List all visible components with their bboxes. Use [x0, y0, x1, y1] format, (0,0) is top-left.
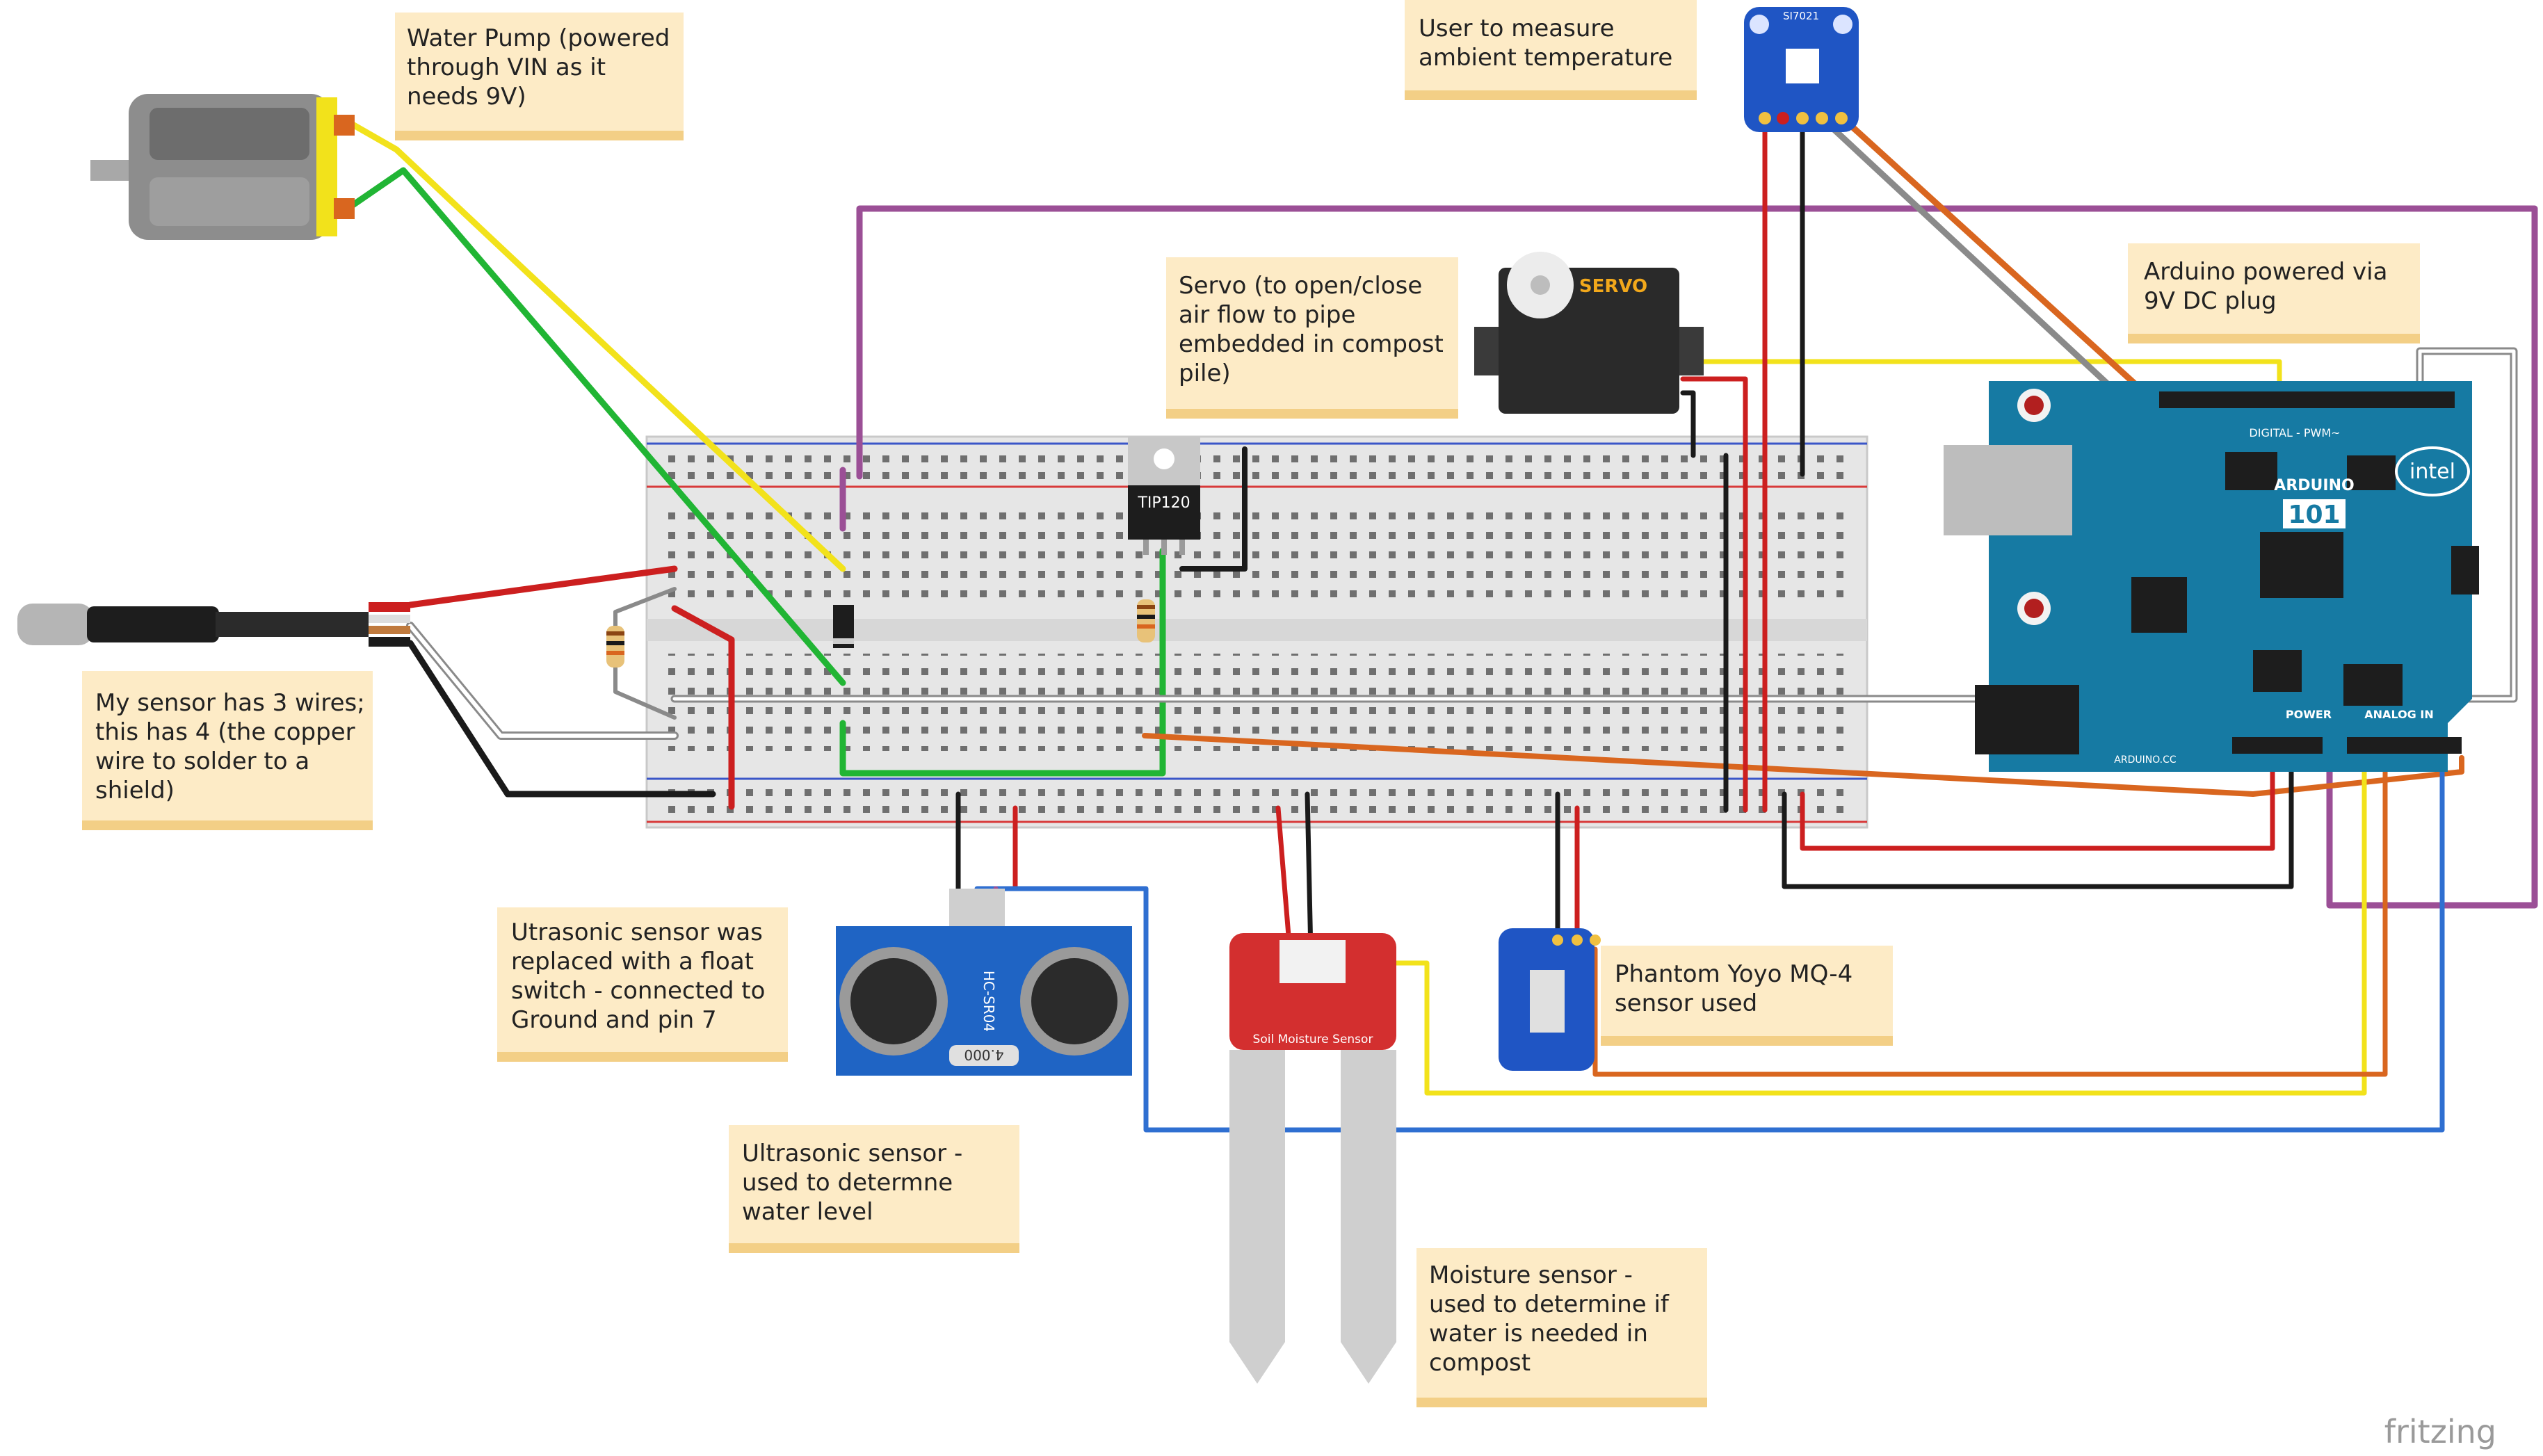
arduino-101: ARDUINO 101 intel DIGITAL - PWM~ POWER A… — [1944, 381, 2479, 772]
arduino-model: 101 — [2288, 501, 2340, 529]
ultrasonic-crystal: 4.000 — [964, 1046, 1003, 1063]
wire-grey-res-2 — [613, 662, 677, 720]
note-mq4: Phantom Yoyo MQ-4 sensor used — [1601, 946, 1893, 1046]
note-servo-line-1: Servo (to open/close — [1179, 272, 1422, 300]
diode — [833, 605, 854, 648]
note-temp-line-2: ambient temperature — [1419, 44, 1672, 72]
note-sensor-line-1: My sensor has 3 wires; — [95, 689, 365, 717]
note-arduino-line-2: 9V DC plug — [2144, 287, 2277, 315]
si7021-sensor: SI7021 — [1744, 7, 1859, 132]
note-sensor-line-3: wire to solder to a — [95, 747, 309, 775]
note-float-line-4: Ground and pin 7 — [511, 1006, 717, 1034]
note-servo-line-4: pile) — [1179, 359, 1231, 387]
wire-red-bottom — [1800, 755, 2275, 851]
servo: SERVO — [1474, 252, 1704, 414]
wire-probe-white-inner — [408, 624, 677, 738]
note-ultrasonic: Ultrasonic sensor - used to determne wat… — [729, 1125, 1019, 1253]
note-float-line-2: replaced with a float — [511, 948, 754, 976]
wire-si-orange — [1839, 115, 2152, 400]
note-pump-line-1: Water Pump (powered — [407, 24, 670, 52]
note-servo: Servo (to open/close air flow to pipe em… — [1166, 257, 1458, 419]
water-pump — [90, 94, 355, 240]
temperature-probe — [17, 602, 410, 647]
note-sensor-wires: My sensor has 3 wires; this has 4 (the c… — [82, 671, 373, 830]
wire-purple-top — [856, 205, 2538, 909]
wire-moist-black — [1305, 791, 1314, 955]
note-temp-line-1: User to measure — [1419, 15, 1615, 42]
wire-pump-yellow — [344, 118, 846, 572]
servo-label: SERVO — [1579, 276, 1647, 297]
wire-moist-red — [1275, 805, 1293, 955]
arduino-digital-label: DIGITAL - PWM~ — [2249, 426, 2340, 439]
tip120-transistor: TIP120 — [1128, 437, 1200, 555]
breadboard — [645, 435, 1868, 829]
wire-servo-red — [1680, 376, 1748, 813]
note-moisture: Moisture sensor - used to determine if w… — [1416, 1248, 1707, 1407]
note-servo-line-3: embedded in compost — [1179, 330, 1444, 358]
note-sensor-line-4: shield) — [95, 777, 175, 804]
note-ultrasonic-line-2: used to determne — [742, 1169, 953, 1197]
wire-us-blue — [974, 755, 2445, 1133]
note-arduino: Arduino powered via 9V DC plug — [2128, 243, 2420, 343]
wire-orange-long — [1142, 733, 2464, 797]
wire-si-grey — [1818, 115, 2124, 400]
note-moisture-line-2: used to determine if — [1429, 1291, 1670, 1318]
note-moisture-line-1: Moisture sensor - — [1429, 1261, 1633, 1289]
note-float-switch: Utrasonic sensor was replaced with a flo… — [497, 907, 788, 1062]
arduino-site-label: ARDUINO.CC — [2114, 754, 2177, 766]
resistor-2 — [1137, 599, 1155, 642]
wires — [344, 115, 2538, 1133]
note-pump-line-3: needs 9V) — [407, 83, 526, 111]
soil-moisture-sensor: Soil Moisture Sensor — [1229, 933, 1396, 1384]
wire-probe-black — [407, 640, 716, 798]
arduino-analog-label: ANALOG IN — [2364, 708, 2433, 721]
arduino-brand: intel — [2409, 460, 2455, 484]
note-float-line-1: Utrasonic sensor was — [511, 919, 763, 946]
resistor-1 — [606, 626, 624, 668]
note-mq4-line-1: Phantom Yoyo MQ-4 — [1615, 960, 1852, 988]
wire-probe-red — [407, 565, 678, 608]
note-pump-line-2: through VIN as it — [407, 54, 606, 81]
fritzing-watermark: fritzing — [2384, 1413, 2496, 1450]
wire-black-bottom — [1782, 755, 2294, 889]
note-servo-line-2: air flow to pipe — [1179, 301, 1355, 329]
note-float-line-3: switch - connected to — [511, 977, 765, 1005]
note-ultrasonic-line-3: water level — [742, 1198, 873, 1226]
si7021-label: SI7021 — [1783, 10, 1819, 22]
note-moisture-line-3: water is needed in — [1429, 1320, 1648, 1348]
note-sensor-line-2: this has 4 (the copper — [95, 718, 355, 746]
arduino-name: ARDUINO — [2274, 477, 2354, 494]
ultrasonic-label: HC-SR04 — [980, 971, 997, 1032]
note-arduino-line-1: Arduino powered via — [2144, 258, 2387, 286]
note-pump: Water Pump (powered through VIN as it ne… — [395, 13, 684, 140]
moisture-label: Soil Moisture Sensor — [1253, 1033, 1373, 1046]
wire-red-jumper — [671, 605, 735, 810]
ultrasonic-sensor: HC-SR04 4.000 — [836, 889, 1132, 1076]
note-mq4-line-2: sensor used — [1615, 989, 1757, 1017]
tip120-label: TIP120 — [1137, 494, 1190, 512]
wire-tip-black — [1179, 446, 1248, 572]
wire-servo-black — [1680, 390, 1696, 458]
wire-probe-white — [406, 622, 679, 740]
wire-green-bottom — [839, 547, 1166, 777]
mq4-sensor — [1499, 928, 1601, 1071]
wire-mq-orange — [1592, 755, 2388, 1077]
note-moisture-line-4: compost — [1429, 1349, 1531, 1377]
wire-long-white-inner — [672, 349, 2516, 701]
note-ultrasonic-line-1: Ultrasonic sensor - — [742, 1140, 962, 1167]
arduino-power-label: POWER — [2286, 708, 2332, 721]
wire-pump-green — [344, 167, 846, 686]
note-temp: User to measure ambient temperature — [1405, 0, 1697, 100]
